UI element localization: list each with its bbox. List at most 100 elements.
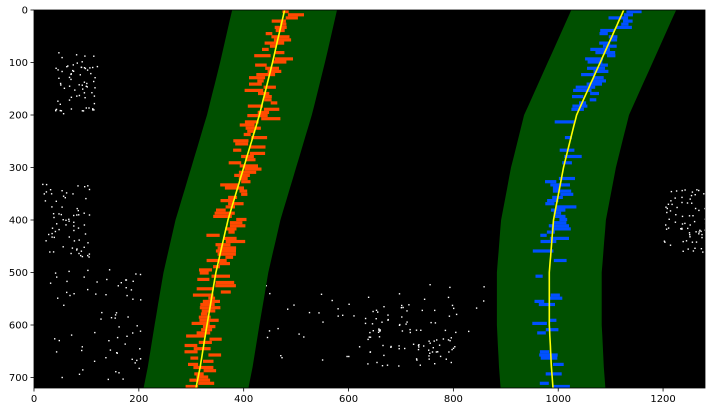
left-lane-pixel xyxy=(239,189,248,193)
edge-pixel xyxy=(428,340,430,342)
x-tick-label: 800 xyxy=(444,394,463,405)
left-lane-pixel xyxy=(200,312,208,316)
edge-pixel xyxy=(364,322,367,325)
edge-pixel xyxy=(92,108,94,110)
edge-pixel xyxy=(442,338,445,340)
y-tick-label: 300 xyxy=(9,163,28,174)
right-lane-pixel xyxy=(540,356,558,360)
edge-pixel xyxy=(681,215,684,218)
edge-pixel xyxy=(416,359,418,361)
edge-pixel xyxy=(298,333,300,335)
right-lane-pixel xyxy=(571,107,584,111)
right-lane-pixel xyxy=(540,239,557,244)
edge-pixel xyxy=(132,280,134,282)
left-lane-pixel xyxy=(238,176,248,181)
right-lane-pixel xyxy=(539,381,549,385)
edge-pixel xyxy=(93,55,95,57)
edge-pixel xyxy=(45,240,47,242)
left-lane-pixel xyxy=(255,63,267,67)
edge-pixel xyxy=(381,365,384,367)
edge-pixel xyxy=(447,296,450,299)
edge-pixel xyxy=(139,273,142,276)
edge-pixel xyxy=(439,355,442,358)
edge-pixel xyxy=(376,361,378,364)
right-search-window xyxy=(496,10,677,388)
edge-pixel xyxy=(87,288,89,291)
edge-pixel xyxy=(666,211,668,214)
left-lane-pixel xyxy=(193,365,214,370)
left-lane-pixel xyxy=(188,362,199,366)
edge-pixel xyxy=(115,312,118,314)
edge-pixel xyxy=(688,215,691,217)
edge-pixel xyxy=(681,227,683,230)
edge-pixel xyxy=(73,225,75,227)
edge-pixel xyxy=(401,330,404,332)
edge-pixel xyxy=(434,322,437,324)
edge-pixel xyxy=(680,228,682,230)
edge-pixel xyxy=(450,361,452,364)
edge-pixel xyxy=(682,250,684,252)
edge-pixel xyxy=(353,315,355,317)
left-lane-pixel xyxy=(228,202,244,206)
edge-pixel xyxy=(56,223,58,225)
edge-pixel xyxy=(381,321,383,323)
edge-pixel xyxy=(81,84,83,86)
edge-pixel xyxy=(693,220,696,223)
edge-pixel xyxy=(83,224,86,226)
edge-pixel xyxy=(93,360,96,362)
edge-pixel xyxy=(681,201,683,204)
left-lane-pixel xyxy=(213,214,232,218)
edge-pixel xyxy=(51,236,53,238)
left-lane-pixel xyxy=(196,375,209,379)
edge-pixel xyxy=(703,193,705,195)
lane-pixels xyxy=(184,10,642,389)
edge-pixel xyxy=(45,183,48,186)
left-lane-pixel xyxy=(202,325,216,329)
edge-pixel xyxy=(79,74,81,76)
edge-pixel xyxy=(92,109,94,111)
edge-pixel xyxy=(88,214,91,216)
left-lane-pixel xyxy=(229,224,246,228)
edge-pixel xyxy=(77,227,80,229)
left-lane-pixel xyxy=(185,384,199,389)
right-lane-pixel xyxy=(610,38,618,42)
edge-pixel xyxy=(475,307,478,309)
edge-pixel xyxy=(668,218,670,220)
edge-pixel xyxy=(671,203,673,206)
edge-pixel xyxy=(72,69,74,72)
y-tick-label: 0 xyxy=(22,6,28,17)
left-lane-pixel xyxy=(220,183,239,187)
left-lane-pixel xyxy=(215,284,236,288)
edge-pixel xyxy=(83,212,85,214)
edge-pixel xyxy=(57,69,59,71)
right-lane-pixel xyxy=(608,16,629,20)
edge-pixel xyxy=(399,323,401,326)
edge-pixel xyxy=(60,213,62,216)
edge-pixel xyxy=(701,236,703,239)
edge-pixel xyxy=(93,109,95,111)
edge-pixel xyxy=(675,214,677,216)
left-lane-pixel xyxy=(197,277,210,281)
left-lane-pixel xyxy=(201,309,216,313)
edge-pixel xyxy=(450,337,452,339)
edge-pixel xyxy=(346,355,348,358)
edge-pixel xyxy=(127,316,129,318)
edge-pixel xyxy=(52,213,55,215)
edge-pixel xyxy=(369,331,371,334)
edge-pixel xyxy=(70,334,73,336)
edge-pixel xyxy=(398,365,400,367)
edge-pixel xyxy=(670,190,673,193)
edge-pixel xyxy=(87,242,89,244)
edge-pixel xyxy=(468,330,470,333)
edge-pixel xyxy=(132,298,134,300)
right-lane-pixel xyxy=(589,98,597,102)
right-lane-pixel xyxy=(562,161,572,165)
edge-pixel xyxy=(434,309,436,312)
edge-pixel xyxy=(88,256,90,258)
left-lane-pixel xyxy=(209,337,222,341)
edge-pixel xyxy=(44,200,47,202)
x-tick-label: 600 xyxy=(339,394,358,405)
right-lane-pixel xyxy=(555,205,577,209)
edge-pixel xyxy=(684,222,686,225)
edge-pixel xyxy=(483,286,485,288)
